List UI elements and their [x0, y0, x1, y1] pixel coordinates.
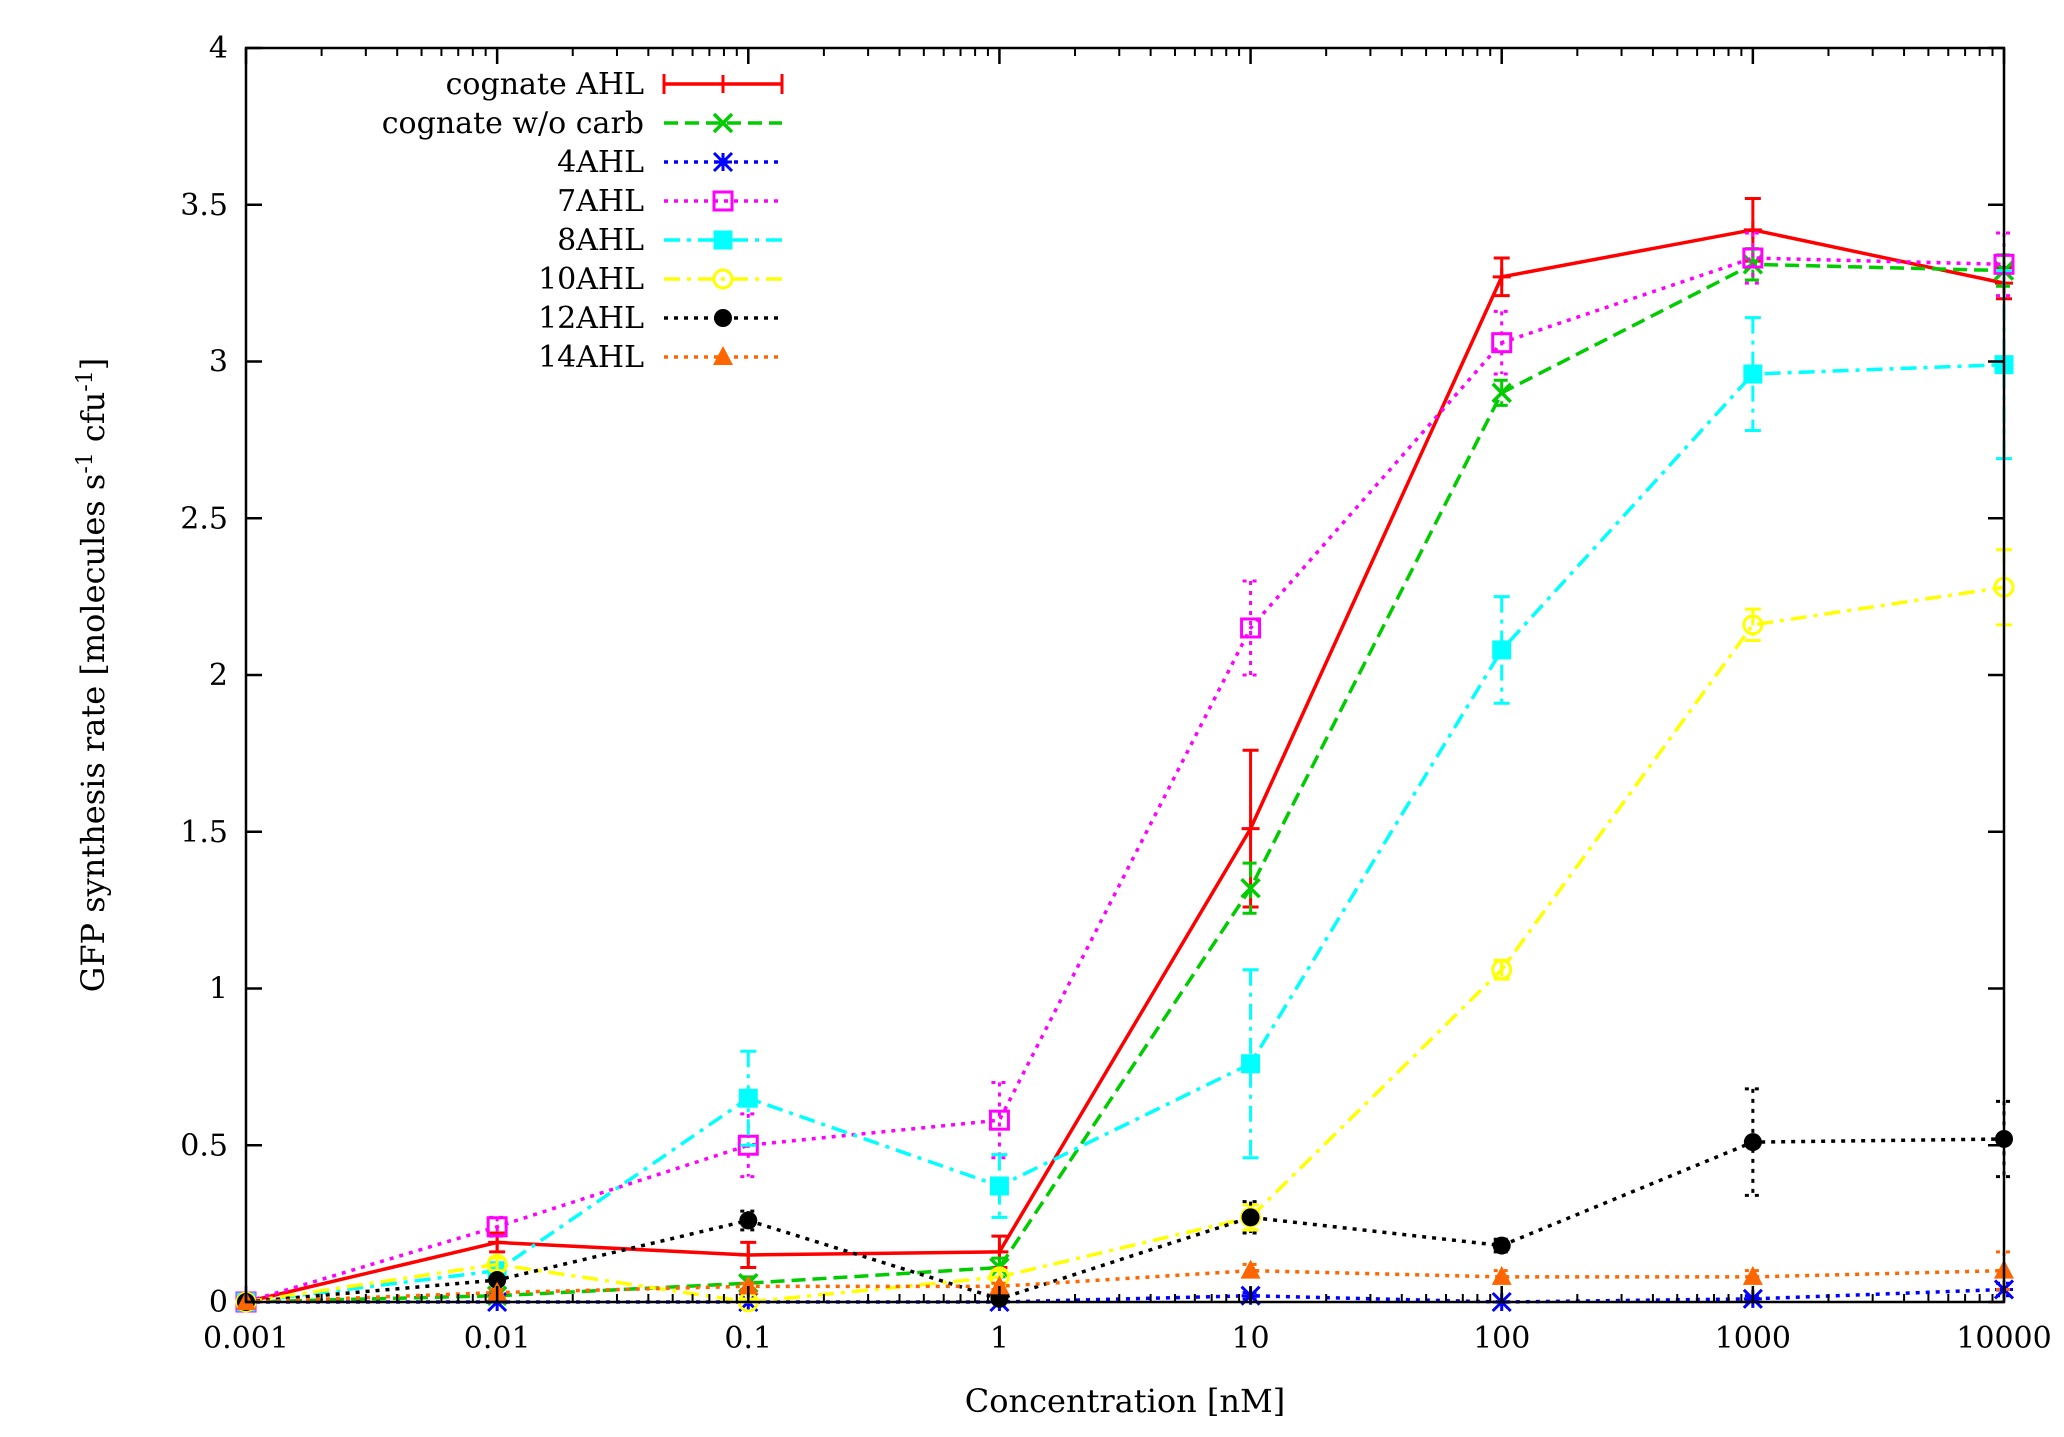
legend-label: cognate w/o carb	[382, 106, 644, 141]
legend: cognate AHL cognate w/o carb 4AHL 7AHL 8AHL 1…	[382, 67, 784, 375]
series-line	[245, 1268, 2005, 1304]
legend-endcap	[662, 74, 784, 94]
y-tick-label: 2	[209, 658, 228, 693]
error-bar	[1493, 595, 1510, 705]
data-point	[1743, 1133, 1762, 1152]
x-tick-label: 1000	[1715, 1321, 1791, 1356]
data-point	[1491, 382, 1512, 404]
data-point	[737, 1134, 759, 1156]
y-tick-label: 1.5	[180, 815, 228, 850]
series-4	[236, 269, 2014, 1312]
data-point	[1743, 364, 1763, 384]
y-axis-title-middle: cfu	[74, 392, 112, 453]
data-point	[1491, 959, 1513, 981]
data-point	[1492, 267, 1511, 286]
legend-marker	[714, 75, 732, 93]
y-tick-label: 2.5	[180, 501, 228, 536]
legend-label: 14AHL	[538, 340, 644, 375]
y-tick-label: 0	[209, 1285, 228, 1320]
data-point	[1492, 640, 1512, 660]
x-tick-label: 1	[990, 1321, 1009, 1356]
x-tick-label: 0.001	[203, 1321, 289, 1356]
legend-label: cognate AHL	[446, 67, 644, 102]
data-point	[486, 1216, 508, 1238]
data-point	[488, 1271, 507, 1290]
error-bar	[1744, 316, 1761, 432]
y-axis-title-sup2: -1	[73, 370, 98, 391]
legend-marker	[712, 112, 734, 134]
legend-label: 12AHL	[538, 301, 644, 336]
legend-marker	[712, 268, 734, 290]
data-point	[1742, 1265, 1763, 1285]
legend-marker	[712, 190, 734, 212]
y-axis-title: GFP synthesis rate [molecules s-1 cfu-1]	[73, 358, 112, 992]
error-bar	[1744, 231, 1761, 285]
x-tick-label: 10000	[1956, 1321, 2051, 1356]
plot-layer	[235, 196, 2015, 1313]
x-tick-label: 0.1	[724, 1321, 772, 1356]
y-tick-label: 1	[209, 972, 228, 1007]
x-tick-label: 0.01	[464, 1321, 531, 1356]
legend-marker	[713, 346, 733, 365]
legend-label: 8AHL	[557, 223, 644, 258]
data-point	[1241, 1208, 1260, 1227]
data-point	[989, 1176, 1009, 1196]
series-line	[245, 256, 2005, 1304]
legend-label: 10AHL	[538, 262, 644, 297]
error-bar	[1493, 309, 1510, 376]
y-tick-label: 4	[209, 31, 228, 66]
y-axis: 0 0.5 1 1.5 2 2.5 3 3.5 4	[180, 31, 2004, 1320]
plot-frame	[244, 46, 2006, 1304]
data-point	[1240, 877, 1261, 899]
data-point	[1240, 1259, 1261, 1279]
error-bar	[991, 1081, 1008, 1160]
data-point	[739, 1211, 758, 1230]
y-axis-title-suffix: ]	[74, 358, 112, 370]
data-point	[1742, 247, 1764, 269]
series-line	[245, 262, 2005, 1304]
x-tick-label: 10	[1231, 1321, 1269, 1356]
y-tick-label: 0.5	[180, 1128, 228, 1163]
data-point	[1742, 614, 1764, 636]
y-axis-title-prefix: GFP synthesis rate [molecules s	[74, 474, 112, 993]
y-tick-label: 3	[209, 345, 228, 380]
error-bar	[1242, 1200, 1259, 1235]
legend-label: 4AHL	[557, 145, 644, 180]
data-point	[738, 1088, 758, 1108]
series-line	[245, 228, 2005, 1304]
series-line	[245, 362, 2005, 1304]
error-bar	[1242, 579, 1259, 677]
legend-marker	[712, 151, 734, 173]
series-3	[235, 231, 2015, 1313]
x-tick-label: 100	[1473, 1321, 1530, 1356]
data-point	[1492, 1236, 1511, 1255]
data-point	[1491, 332, 1513, 354]
x-axis-title: Concentration [nM]	[965, 1382, 1286, 1420]
data-point	[738, 1275, 759, 1295]
data-point	[1241, 1054, 1261, 1074]
data-point	[988, 1109, 1010, 1131]
data-point	[1240, 617, 1262, 639]
y-axis-title-sup1: -1	[73, 452, 98, 473]
data-point	[1241, 819, 1260, 838]
x-axis: 0.001 0.01 0.1 1 10 100 1000 10000	[203, 48, 2052, 1356]
legend-marker	[714, 309, 732, 327]
data-point	[989, 1275, 1010, 1295]
data-point	[739, 1245, 758, 1264]
series-line	[245, 585, 2005, 1304]
legend-marker	[713, 230, 733, 250]
error-bar	[991, 1153, 1008, 1219]
legend-label: 7AHL	[557, 184, 644, 219]
series-1	[235, 247, 2015, 1313]
series-line	[245, 1137, 2005, 1304]
y-tick-label: 3.5	[180, 188, 228, 223]
data-point	[1491, 1265, 1512, 1285]
